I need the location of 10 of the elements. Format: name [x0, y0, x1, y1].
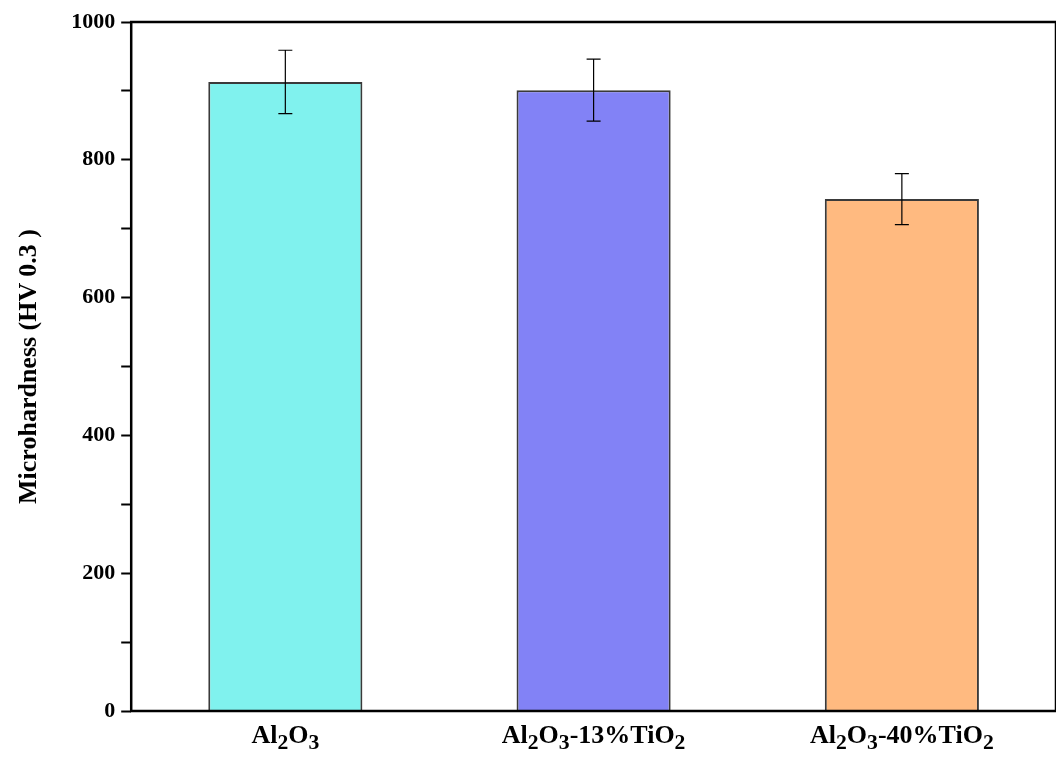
y-tick-label: 1000	[71, 7, 116, 33]
y-tick-label: 600	[82, 283, 116, 309]
y-tick-label: 400	[82, 421, 116, 447]
x-tick-label: Al$_{2}$O$_{3}$-40%TiO$_{2}$	[810, 719, 994, 756]
y-tick-label: 200	[82, 558, 116, 584]
y-tick-label: 800	[82, 145, 116, 171]
y-axis-title: Microhardness (HV 0.3 )	[13, 229, 43, 504]
x-tick-label: Al$_{2}$O$_{3}$	[251, 719, 320, 756]
y-tick-label: 0	[104, 696, 116, 722]
x-tick-label: Al$_{2}$O$_{3}$-13%TiO$_{2}$	[501, 719, 686, 756]
